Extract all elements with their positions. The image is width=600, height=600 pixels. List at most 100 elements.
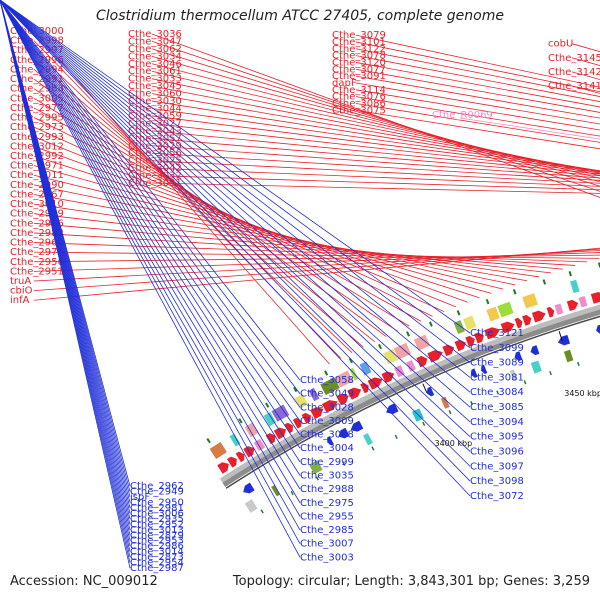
leader-line xyxy=(0,0,301,517)
leader-line xyxy=(0,0,471,437)
marker-dot-track xyxy=(206,262,600,514)
leader-line xyxy=(0,0,471,452)
gene-label: Cthe_3006 xyxy=(130,508,184,519)
gene-label: Cthe_2935 xyxy=(130,514,184,525)
gene-label: Cthe_2950 xyxy=(130,498,184,509)
forward-gene-arrow xyxy=(301,412,311,424)
gene-label: Cthe_2973 xyxy=(10,122,64,133)
forward-gene-arrow xyxy=(381,371,395,384)
leader-line xyxy=(355,34,600,88)
marker-dot xyxy=(265,402,270,408)
cog-segment xyxy=(497,301,514,318)
backbone-shadow xyxy=(219,304,600,487)
tick-label: 3450 kbp xyxy=(564,389,600,398)
gene-label: Cthe_2960 xyxy=(10,238,64,249)
gene-label: Cthe_3081 xyxy=(470,372,524,383)
forward-gene-arrow xyxy=(590,291,600,304)
gene-label: Cthe_3085 xyxy=(470,402,524,413)
gene-label: Cthe_2977 xyxy=(10,103,64,114)
gene-label: Cthe_3014 xyxy=(130,547,184,558)
gene-label: Cthe_3122 xyxy=(332,44,386,55)
leader-line xyxy=(33,165,492,294)
marker-dot xyxy=(470,400,474,406)
leader-line xyxy=(33,49,353,354)
tick-label: 3400 kbp xyxy=(434,439,472,448)
leader-line xyxy=(151,115,600,172)
gene-label: Cthe_3046 xyxy=(128,59,182,70)
leader-line xyxy=(0,0,471,334)
forward-gene-arrow xyxy=(484,327,501,340)
gene-label: Cthe_3101 xyxy=(332,37,386,48)
leader-line xyxy=(0,0,471,378)
gene-label: Cthe_3008 xyxy=(300,430,354,441)
gene-label: Cthe_2988 xyxy=(300,484,354,495)
gene-label: Cthe_2991 xyxy=(10,74,64,85)
marker-dot xyxy=(293,386,298,393)
gene-label: Cthe_3035 xyxy=(300,470,354,481)
cog-segment xyxy=(271,485,281,497)
gene-label: Cthe_3145 xyxy=(548,53,600,64)
forward-gene-arrow xyxy=(474,332,484,344)
cog-band-outer xyxy=(209,279,580,459)
forward-gene-arrow xyxy=(546,306,555,318)
gene-label: Cthe_3047 xyxy=(128,36,182,47)
gene-label: Cthe_2962 xyxy=(130,481,184,492)
marker-dot xyxy=(260,509,264,514)
reverse-gene-arrow xyxy=(530,345,540,356)
cog-segment xyxy=(413,334,430,351)
gene-label: Cthe_3033 xyxy=(128,74,182,85)
gene-label: Cthe_3034 xyxy=(128,51,182,62)
gene-label: Cthe_3072 xyxy=(470,491,524,502)
gene-label: Cthe_3032 xyxy=(128,171,182,182)
gene-label: Cthe_2990 xyxy=(10,180,64,191)
gene-label: Cthe_2952 xyxy=(130,519,184,530)
gene-label: Cthe_3084 xyxy=(470,387,524,398)
forward-gene-arrow xyxy=(465,335,475,347)
rna-gene-labels: Cthe_R0069 xyxy=(432,110,600,140)
leader-line xyxy=(355,55,600,103)
tick-mark xyxy=(558,331,563,341)
leader-line xyxy=(151,160,600,184)
gene-label: Cthe_2981 xyxy=(130,503,184,514)
marker-dot xyxy=(448,410,452,415)
leader-line xyxy=(33,213,552,274)
leader-line xyxy=(151,167,600,187)
leader-line xyxy=(0,0,301,476)
marker-dot xyxy=(542,279,547,285)
leader-line xyxy=(0,0,301,449)
reverse-gene-arrow xyxy=(470,368,478,378)
leader-line xyxy=(0,0,301,558)
gene-label: Cthe_3089 xyxy=(470,358,524,369)
marker-dot xyxy=(342,461,346,466)
gene-label: cbiO xyxy=(10,286,33,297)
forward-gene-arrow xyxy=(310,407,324,420)
leader-line xyxy=(151,70,600,177)
gene-label: Cthe_3036 xyxy=(128,29,182,40)
gene-label: Cthe_3121 xyxy=(470,328,524,339)
gene-label: Cthe_3062 xyxy=(128,44,182,55)
rna-gene-marker xyxy=(554,303,564,315)
marker-dot xyxy=(597,262,600,268)
gene-label: Cthe_2985 xyxy=(300,525,354,536)
leader-line xyxy=(151,78,600,174)
gene-label: Cthe_3025 xyxy=(128,156,182,167)
forward-gene-arrow xyxy=(566,299,579,311)
reverse-gene-arrow xyxy=(327,436,334,446)
forward-gene-arrow xyxy=(427,350,443,363)
gene-label: infA xyxy=(10,295,30,306)
marker-dot xyxy=(568,271,572,277)
gene-label: Cthe_3094 xyxy=(470,417,524,428)
leader-line xyxy=(0,0,301,503)
leader-line xyxy=(33,242,588,263)
gene-label: Cthe_3004 xyxy=(300,443,354,454)
gene-label: Cthe_3076 xyxy=(332,92,386,103)
gene-label: Cthe_3007 xyxy=(300,539,354,550)
forward-gene-arrow xyxy=(360,382,369,394)
cog-segment xyxy=(334,370,354,388)
leader-line xyxy=(0,0,471,482)
gene-label: Cthe_2999 xyxy=(300,457,354,468)
gene-label: truA xyxy=(10,276,31,287)
marker-dot xyxy=(512,289,517,295)
